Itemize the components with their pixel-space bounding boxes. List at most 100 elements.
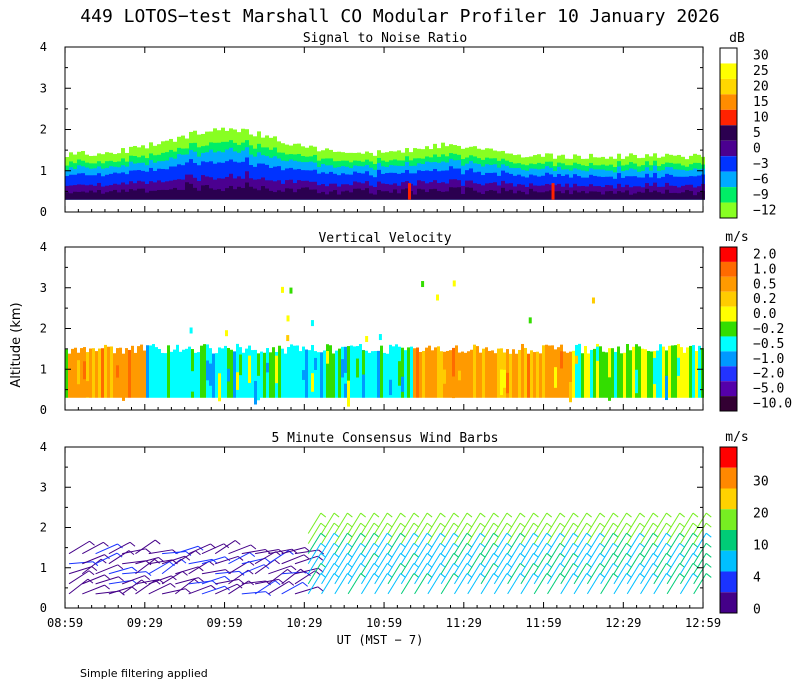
vv-cell: [380, 345, 383, 398]
vv-cell: [104, 344, 107, 398]
wind-barb: [613, 543, 627, 564]
vv-cell: [65, 349, 68, 398]
y-tick-label: 2: [40, 521, 47, 535]
colorbar-label: 0.5: [753, 277, 776, 292]
vv-cell: [347, 346, 350, 398]
wind-barb: [427, 563, 441, 585]
snr-cell: [185, 182, 189, 200]
vv-cell: [611, 380, 614, 398]
wind-barb: [493, 543, 508, 564]
wind-barb: [188, 558, 213, 565]
panel-2: Vertical Velocity 0 1 2 3 4 m/s 2.01.00.50.20.0…: [40, 230, 792, 417]
wind-barb: [414, 553, 428, 575]
wind-barb: [374, 512, 388, 534]
wind-barb: [506, 573, 513, 578]
wind-barb: [302, 581, 309, 587]
wind-barb: [121, 579, 142, 595]
vv-cell: [89, 348, 92, 398]
wind-barb: [373, 532, 380, 538]
vv-cell: [557, 347, 560, 398]
wind-barb: [82, 574, 105, 585]
wind-barb: [88, 570, 95, 576]
x-tick-label: 12:29: [605, 616, 641, 630]
wind-barb: [360, 563, 375, 585]
colorbar-label: 5: [753, 126, 761, 141]
colorbar-swatch: [720, 202, 737, 218]
wind-barb: [533, 562, 539, 568]
wind-barb: [321, 543, 335, 564]
snr-cell: [253, 188, 257, 200]
vv-cell: [206, 360, 209, 381]
wind-barb: [288, 581, 295, 586]
snr-cell: [597, 191, 601, 200]
wind-barb: [265, 591, 271, 597]
y-tick-label: 3: [40, 81, 47, 95]
wind-barb: [215, 578, 239, 585]
wind-barb: [666, 573, 681, 595]
vv-cell: [503, 369, 506, 388]
wind-barb: [454, 543, 468, 564]
wind-barb: [291, 548, 298, 554]
wind-barb: [400, 573, 406, 578]
vv-cell: [653, 357, 656, 385]
wind-barb: [158, 557, 164, 562]
wind-barb: [281, 581, 303, 595]
colorbar: m/s 30 20 10 4 0: [719, 430, 769, 617]
vv-cell: [485, 347, 488, 398]
vv-cell: [272, 347, 275, 398]
wind-barb: [440, 573, 455, 595]
snr-cell: [613, 193, 617, 200]
vv-cell: [236, 372, 239, 390]
wind-barb: [212, 580, 218, 586]
wind-barb: [360, 512, 366, 518]
wind-barb: [493, 573, 508, 595]
vv-cell: [689, 345, 692, 398]
colorbar-swatch: [720, 261, 737, 277]
colorbar-swatch: [720, 187, 737, 203]
colorbar-label: −12: [753, 203, 776, 218]
wind-barb: [560, 563, 574, 585]
vv-cell: [134, 352, 137, 398]
vv-cell: [182, 349, 185, 398]
wind-barb: [640, 512, 654, 534]
vv-cell: [680, 347, 683, 398]
wind-barb: [321, 532, 335, 554]
snr-cell: [93, 192, 97, 200]
wind-barb: [693, 573, 707, 595]
wind-barb: [254, 580, 276, 595]
wind-barb: [414, 563, 428, 585]
vv-cell: [458, 370, 461, 381]
vv-cell: [644, 349, 647, 398]
panel-1: Signal to Noise Ratio01234dB302520151050…: [40, 31, 777, 219]
vv-cell: [509, 353, 512, 398]
snr-cell: [129, 189, 133, 200]
wind-barb: [347, 573, 362, 595]
wind-barb: [626, 552, 632, 558]
vv-cell: [404, 350, 407, 398]
snr-cell: [389, 192, 393, 200]
wind-barb: [626, 543, 641, 564]
vv-cell: [638, 346, 641, 398]
snr-cell: [65, 192, 69, 200]
wind-barb: [666, 553, 681, 575]
wind-barb: [626, 563, 641, 585]
snr-cell: [609, 191, 613, 200]
colorbar-label: 30: [753, 475, 769, 490]
y-tick-label: 2: [40, 123, 47, 137]
wind-barb: [360, 552, 366, 558]
wind-barb: [600, 553, 614, 575]
wind-barb: [87, 578, 94, 584]
snr-cell: [485, 191, 489, 200]
wind-barb: [427, 512, 441, 534]
snr-cell: [317, 193, 321, 200]
wind-barb: [600, 532, 614, 554]
snr-cell: [545, 191, 549, 200]
snr-cell: [625, 190, 629, 200]
wind-barb: [560, 553, 574, 575]
colorbar-swatch: [720, 48, 737, 64]
vv-cell: [614, 351, 617, 398]
wind-barb: [374, 532, 388, 554]
wind-barb: [347, 512, 362, 534]
wind-barb: [215, 555, 239, 565]
wind-barb: [666, 563, 681, 585]
